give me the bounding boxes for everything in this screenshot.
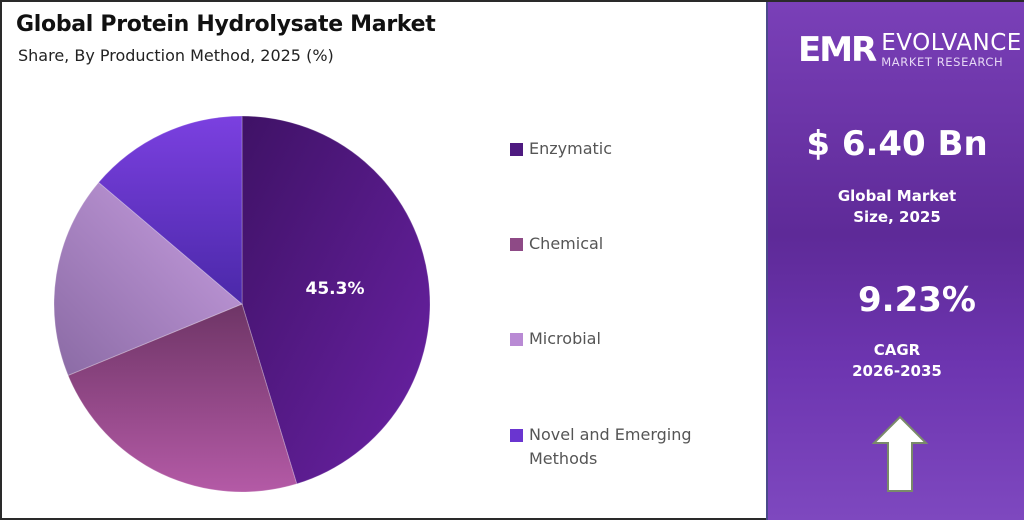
summary-panel: EMR EVOLVANCE MARKET RESEARCH $ 6.40 Bn … bbox=[766, 2, 1024, 520]
legend-swatch bbox=[510, 429, 523, 442]
logo-name: EVOLVANCE bbox=[881, 30, 1022, 56]
cagr-value: 9.23% bbox=[858, 280, 976, 320]
slice-microbial bbox=[53, 181, 243, 377]
legend-label: Novel and Emerging Methods bbox=[529, 425, 692, 468]
logo-tagline: MARKET RESEARCH bbox=[881, 55, 1004, 69]
legend-item-novel: Novel and Emerging Methods bbox=[510, 423, 760, 471]
pie-chart: 45.3% bbox=[53, 115, 431, 493]
cagr-label: CAGR 2026-2035 bbox=[852, 341, 942, 380]
slice-enzymatic bbox=[241, 115, 431, 485]
legend-label: Enzymatic bbox=[529, 139, 613, 158]
market-size-label: Global Market Size, 2025 bbox=[837, 187, 957, 226]
logo-mark: EMR bbox=[798, 30, 877, 70]
legend-item-enzymatic: Enzymatic bbox=[510, 137, 760, 161]
legend-label: Chemical bbox=[529, 234, 604, 253]
chart-title: Global Protein Hydrolysate Market bbox=[16, 12, 436, 37]
brand-logo: EMR EVOLVANCE MARKET RESEARCH bbox=[798, 30, 1022, 70]
legend-label: Microbial bbox=[529, 329, 601, 348]
slice-chemical bbox=[67, 303, 298, 493]
legend-swatch bbox=[510, 143, 523, 156]
legend-swatch bbox=[510, 238, 523, 251]
legend-swatch bbox=[510, 333, 523, 346]
up-arrow-icon bbox=[872, 415, 928, 492]
market-size-value: $ 6.40 Bn bbox=[806, 124, 988, 164]
legend-item-microbial: Microbial bbox=[510, 327, 760, 351]
slice-novel bbox=[97, 115, 243, 306]
chart-subtitle: Share, By Production Method, 2025 (%) bbox=[18, 46, 334, 65]
legend-item-chemical: Chemical bbox=[510, 232, 760, 256]
pie-data-label: 45.3% bbox=[306, 279, 365, 299]
